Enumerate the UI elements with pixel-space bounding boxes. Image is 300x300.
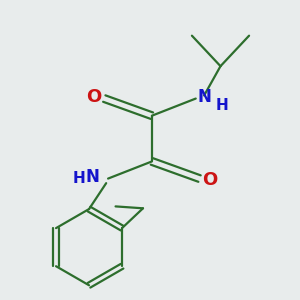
Text: N: N bbox=[86, 168, 100, 186]
Text: O: O bbox=[86, 88, 101, 106]
Text: H: H bbox=[216, 98, 229, 113]
Text: O: O bbox=[202, 171, 218, 189]
Text: H: H bbox=[73, 171, 85, 186]
Text: N: N bbox=[198, 88, 212, 106]
